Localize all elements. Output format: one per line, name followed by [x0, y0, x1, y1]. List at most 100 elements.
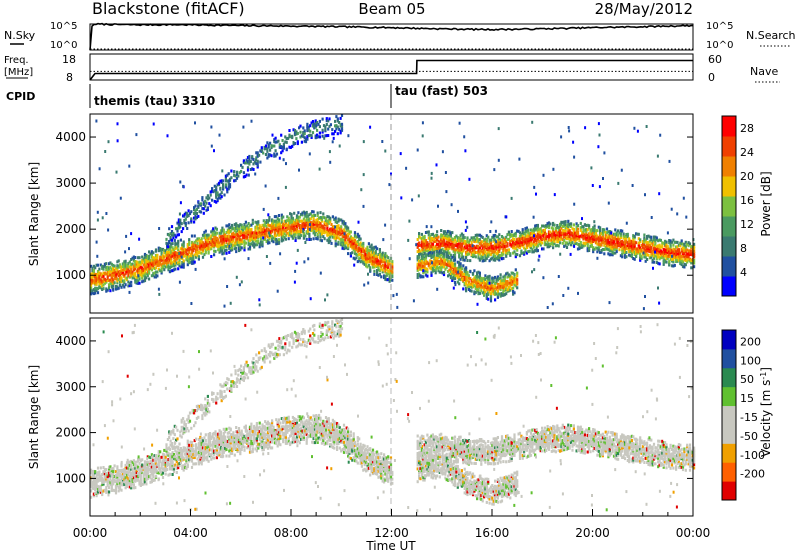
power-cell	[298, 236, 301, 240]
power-cell	[496, 278, 499, 282]
power-cell	[662, 248, 665, 251]
power-cell	[236, 240, 239, 244]
power-cell	[323, 237, 326, 241]
power-cell	[106, 268, 109, 271]
power-cell	[458, 270, 461, 273]
power-cell	[477, 250, 480, 254]
power-cell	[529, 236, 533, 240]
power-cell	[669, 255, 672, 259]
power-cell	[248, 242, 252, 246]
power-cell	[302, 217, 305, 221]
power-cell	[193, 260, 196, 264]
power-cell	[282, 158, 285, 162]
power-cell	[117, 278, 120, 282]
power-cell	[216, 193, 219, 196]
power-cell	[201, 196, 204, 200]
power-cell	[481, 281, 484, 285]
velocity-cell	[95, 481, 98, 485]
power-cell	[576, 247, 580, 251]
power-cell	[496, 245, 499, 249]
power-cell	[509, 252, 512, 256]
power-cell	[518, 239, 522, 243]
power-colorbar-segment	[722, 276, 736, 297]
power-cell	[182, 242, 185, 246]
power-cell	[145, 266, 148, 270]
power-cell	[233, 244, 236, 247]
power-cell	[149, 263, 152, 266]
power-cell	[440, 265, 443, 269]
power-cell	[295, 261, 298, 265]
velocity-cell	[98, 485, 101, 489]
power-cell	[199, 246, 202, 250]
power-cell	[619, 236, 622, 240]
power-cell	[222, 231, 225, 235]
power-cell	[495, 286, 498, 290]
power-cell	[328, 124, 331, 128]
power-cell	[336, 132, 339, 136]
power-cell	[514, 277, 517, 281]
velocity-cell	[116, 482, 119, 486]
power-cell	[196, 245, 199, 249]
power-cell	[547, 230, 551, 234]
power-cell	[326, 227, 329, 231]
power-cell	[652, 254, 656, 258]
power-cell	[630, 250, 633, 254]
power-cell	[153, 258, 156, 262]
power-cell	[336, 125, 339, 129]
velocity-cell	[134, 470, 137, 474]
power-cell	[334, 225, 337, 229]
velocity-cell	[110, 467, 113, 471]
velocity-cell	[134, 486, 137, 490]
power-cell	[336, 119, 339, 123]
power-cell	[113, 281, 116, 285]
velocity-cell	[132, 467, 135, 471]
power-cell	[102, 277, 105, 281]
power-cell	[214, 239, 217, 243]
power-cell	[336, 236, 339, 240]
power-cell	[237, 230, 241, 234]
power-cell	[294, 232, 297, 236]
power-cell	[453, 250, 457, 254]
power-cell	[365, 247, 368, 251]
power-cell	[658, 257, 661, 261]
power-cell	[608, 301, 611, 305]
power-cell	[570, 225, 573, 228]
power-cell	[204, 240, 207, 244]
power-cell	[480, 256, 483, 260]
power-cell	[156, 256, 159, 260]
power-cell	[349, 243, 352, 247]
power-cell	[510, 196, 513, 200]
power-cell	[607, 230, 610, 234]
power-cell	[289, 212, 292, 216]
power-cell	[385, 265, 388, 268]
power-cell	[114, 277, 118, 281]
power-cell	[463, 267, 466, 271]
power-cell	[182, 227, 185, 231]
power-cell	[484, 242, 487, 246]
power-cell	[152, 256, 155, 260]
power-cell	[666, 231, 669, 235]
power-cell	[542, 276, 545, 280]
power-cell	[323, 231, 326, 235]
power-cell	[477, 244, 480, 248]
power-cell	[276, 242, 279, 245]
power-cell	[287, 237, 290, 241]
power-cell	[254, 220, 257, 224]
power-cell	[495, 277, 498, 281]
power-cell	[464, 149, 467, 153]
power-cell	[408, 219, 411, 223]
power-cell	[567, 235, 570, 239]
power-cell	[284, 221, 287, 225]
power-cell	[478, 257, 481, 261]
power-cell	[509, 281, 512, 285]
power-cell	[513, 280, 516, 284]
power-cell	[108, 287, 111, 290]
power-cell	[113, 274, 116, 278]
power-cell	[434, 263, 437, 266]
power-cell	[492, 292, 495, 296]
power-cell	[612, 241, 616, 245]
power-cell	[275, 238, 278, 241]
power-cell	[213, 253, 216, 257]
velocity-cell	[119, 472, 122, 476]
power-cell	[353, 252, 357, 256]
